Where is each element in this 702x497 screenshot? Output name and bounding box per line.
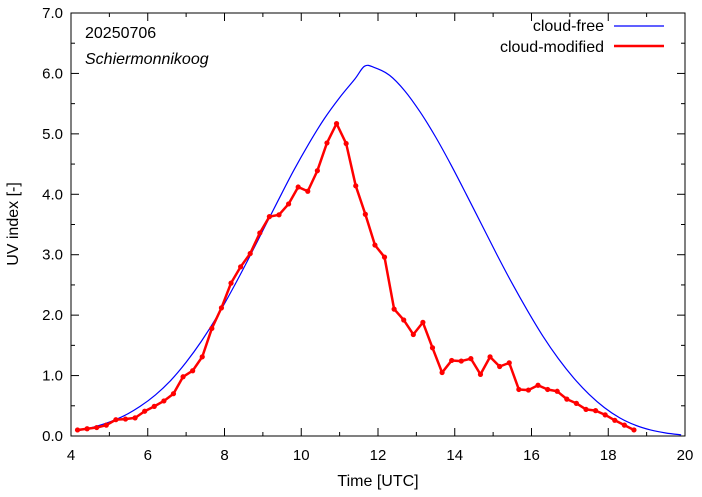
data-point-cloud-modified xyxy=(401,317,407,323)
data-point-cloud-modified xyxy=(247,250,253,257)
data-point-cloud-modified xyxy=(122,416,129,422)
data-point-cloud-modified xyxy=(266,214,272,220)
y-tick-label: 1.0 xyxy=(42,368,63,385)
data-point-cloud-modified xyxy=(362,211,368,217)
data-point-cloud-modified xyxy=(573,400,580,406)
x-tick-label: 20 xyxy=(677,447,694,464)
data-point-cloud-modified xyxy=(228,280,234,286)
data-point-cloud-modified xyxy=(218,305,225,311)
x-tick-label: 12 xyxy=(370,447,387,464)
data-point-cloud-modified xyxy=(554,388,560,394)
data-point-cloud-modified xyxy=(477,371,484,377)
data-point-cloud-modified xyxy=(74,427,81,433)
series-layer xyxy=(74,64,682,436)
data-point-cloud-modified xyxy=(439,369,445,376)
data-point-cloud-modified xyxy=(612,417,618,423)
data-point-cloud-modified xyxy=(545,386,551,393)
data-point-cloud-modified xyxy=(314,168,320,174)
data-point-cloud-modified xyxy=(170,391,177,397)
data-point-cloud-modified xyxy=(305,188,311,194)
data-point-cloud-modified xyxy=(372,242,378,248)
data-point-cloud-modified xyxy=(506,360,512,366)
x-tick-label: 10 xyxy=(293,447,310,464)
data-point-cloud-modified xyxy=(142,408,148,414)
data-point-cloud-modified xyxy=(190,368,196,374)
y-tick-label: 4.0 xyxy=(42,186,63,203)
data-point-cloud-modified xyxy=(94,424,100,431)
data-point-cloud-modified xyxy=(583,406,589,413)
data-point-cloud-modified xyxy=(468,356,474,362)
data-point-cloud-modified xyxy=(621,422,627,428)
y-tick-label: 6.0 xyxy=(42,65,63,82)
data-point-cloud-modified xyxy=(257,230,263,236)
data-point-cloud-modified xyxy=(285,201,292,207)
data-point-cloud-modified xyxy=(353,183,359,189)
x-tick-label: 4 xyxy=(67,447,75,464)
y-tick-label: 0.0 xyxy=(42,428,63,445)
data-point-cloud-modified xyxy=(161,398,167,404)
data-point-cloud-modified xyxy=(449,357,455,364)
series-line-cloud-modified xyxy=(77,122,635,432)
plot-frame xyxy=(70,12,686,437)
data-point-cloud-modified xyxy=(535,382,541,388)
x-tick-labels: 4 6 8 10 12 14 16 18 20 xyxy=(67,447,694,464)
data-point-cloud-modified xyxy=(295,184,301,190)
data-point-cloud-modified xyxy=(113,417,119,423)
legend-label-cloud-free: cloud-free xyxy=(533,18,604,35)
data-point-cloud-modified xyxy=(103,422,109,428)
x-axis-title: Time [UTC] xyxy=(337,473,418,490)
data-point-cloud-modified xyxy=(487,354,493,360)
legend-label-cloud-modified: cloud-modified xyxy=(500,39,604,56)
data-point-cloud-modified xyxy=(132,415,138,421)
data-point-cloud-modified xyxy=(84,426,90,432)
data-point-cloud-modified xyxy=(151,403,157,409)
y-tick-labels: 0.0 1.0 2.0 3.0 4.0 5.0 6.0 7.0 xyxy=(42,5,63,445)
data-point-cloud-modified xyxy=(420,319,426,325)
data-point-cloud-modified xyxy=(199,354,205,360)
data-point-cloud-modified xyxy=(238,264,244,270)
data-point-cloud-modified xyxy=(343,140,349,147)
data-point-cloud-modified xyxy=(333,120,340,127)
data-point-cloud-modified xyxy=(381,254,388,260)
data-point-cloud-modified xyxy=(564,396,570,402)
x-tick-label: 8 xyxy=(220,447,228,464)
data-point-cloud-modified xyxy=(458,358,464,364)
y-axis-title: UV index [-] xyxy=(5,182,22,266)
y-tick-label: 3.0 xyxy=(42,247,63,264)
data-point-cloud-modified xyxy=(324,140,330,146)
data-point-cloud-modified xyxy=(631,427,637,433)
axis-ticks xyxy=(70,12,686,437)
data-point-cloud-modified xyxy=(497,363,503,370)
location-annotation: Schiermonnikoog xyxy=(85,51,209,68)
x-tick-label: 14 xyxy=(446,447,463,464)
x-tick-label: 16 xyxy=(523,447,540,464)
data-point-cloud-modified xyxy=(180,374,186,380)
data-point-cloud-modified xyxy=(410,331,416,338)
data-point-cloud-modified xyxy=(429,345,436,351)
data-point-cloud-modified xyxy=(209,325,215,332)
date-annotation: 20250706 xyxy=(85,25,156,42)
data-point-cloud-modified xyxy=(391,306,397,312)
x-tick-label: 18 xyxy=(600,447,617,464)
y-tick-label: 5.0 xyxy=(42,126,63,143)
x-tick-label: 6 xyxy=(144,447,152,464)
y-tick-label: 7.0 xyxy=(42,5,63,22)
series-line-cloud-free xyxy=(78,64,682,436)
legend: cloud-free cloud-modified xyxy=(500,18,664,56)
data-point-cloud-modified xyxy=(525,387,532,393)
data-point-cloud-modified xyxy=(276,212,282,218)
y-tick-label: 2.0 xyxy=(42,307,63,324)
data-point-cloud-modified xyxy=(602,412,608,418)
data-point-cloud-modified xyxy=(592,408,599,414)
data-point-cloud-modified xyxy=(516,386,522,393)
